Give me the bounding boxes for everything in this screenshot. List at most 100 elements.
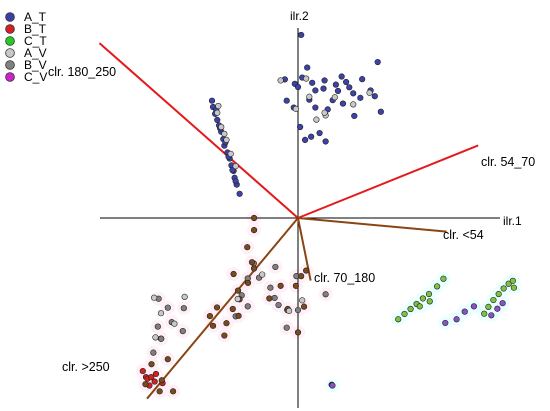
legend-marker-a-v	[5, 48, 15, 58]
loading-arrow-label-0: clr. 180_250	[48, 65, 116, 79]
point-a-t-34	[283, 97, 290, 104]
point-b-v-8	[179, 327, 186, 335]
point-a-t-5	[294, 83, 302, 91]
point-a-v-10	[350, 101, 357, 108]
legend-label-a-t: A_T	[24, 10, 47, 24]
point-b-v-6	[150, 349, 157, 356]
point-a-t-32	[297, 123, 304, 131]
point-b-v-12	[271, 294, 278, 302]
point-c-t-12	[500, 285, 507, 292]
point-brown-unlabelled--19	[292, 282, 299, 289]
legend-label-b-v: B_V	[24, 58, 47, 72]
axes: ilr.1 ilr.2	[100, 9, 522, 408]
y-axis-label: ilr.2	[290, 9, 309, 23]
point-c-v-0	[442, 319, 449, 327]
point-a-v-14	[292, 105, 299, 112]
point-brown-unlabelled--22	[298, 273, 305, 280]
point-c-v-3	[470, 303, 478, 310]
point-a-v-12	[303, 75, 310, 82]
point-brown-unlabelled--20	[294, 329, 302, 336]
data-points	[139, 31, 518, 395]
loading-arrow-4	[146, 217, 299, 400]
point-a-v-0	[214, 109, 221, 116]
point-a-v-25	[299, 297, 306, 304]
point-b-v-5	[180, 305, 187, 312]
point-brown-unlabelled--3	[248, 259, 256, 266]
point-a-v-16	[313, 116, 320, 123]
point-brown-unlabelled--4	[250, 265, 258, 272]
point-a-v-2	[223, 136, 230, 143]
point-c-t-1	[401, 310, 408, 318]
legend-marker-c-t	[5, 36, 15, 46]
point-a-t-30	[322, 138, 329, 145]
point-a-v-15	[277, 77, 284, 84]
point-a-v-6	[221, 130, 228, 137]
point-b-t-4	[152, 370, 160, 378]
point-a-t-38	[214, 116, 221, 124]
point-c-v-4	[494, 305, 501, 312]
point-brown-unlabelled--11	[223, 320, 230, 327]
legend-marker-a-t	[5, 12, 15, 22]
point-c-t-17	[426, 298, 433, 305]
point-a-v-24	[285, 307, 293, 314]
point-b-v-20	[244, 303, 251, 310]
point-c-t-0	[395, 316, 402, 323]
point-brown-unlabelled--16	[266, 295, 273, 302]
point-b-v-15	[294, 306, 302, 314]
point-c-v-1	[453, 316, 460, 323]
point-brown-unlabelled--26	[164, 356, 171, 363]
loading-arrow-label-1: clr. 54_70	[481, 155, 535, 169]
point-c-t-5	[425, 290, 433, 298]
point-a-v-11	[366, 89, 373, 96]
point-b-v-21	[322, 291, 329, 298]
point-a-v-19	[171, 320, 178, 327]
point-a-v-4	[232, 163, 239, 170]
point-a-t-20	[374, 58, 381, 66]
point-a-t-28	[302, 136, 309, 143]
loading-arrow-2	[297, 217, 447, 233]
point-brown-unlabelled--27	[169, 388, 177, 395]
point-c-t-11	[495, 290, 502, 298]
point-brown-unlabelled--17	[277, 282, 284, 289]
point-a-t-31	[316, 129, 323, 137]
point-brown-unlabelled--12	[221, 332, 228, 339]
point-brown-unlabelled--24	[158, 377, 165, 384]
point-a-t-23	[339, 100, 347, 107]
legend: A_TB_TC_TA_VB_VC_V	[5, 10, 47, 84]
legend-label-b-t: B_T	[24, 22, 47, 36]
legend-label-c-t: C_T	[24, 34, 47, 48]
point-a-t-15	[350, 90, 357, 97]
legend-label-a-v: A_V	[24, 46, 47, 60]
point-c-t-13	[505, 280, 512, 287]
point-a-v-23	[259, 271, 266, 278]
point-brown-unlabelled--28	[148, 361, 155, 368]
point-b-v-7	[158, 335, 165, 342]
point-c-t-2	[407, 305, 414, 313]
point-a-v-1	[218, 123, 225, 131]
loading-arrow-label-2: clr. <54	[443, 228, 484, 242]
point-a-t-0	[298, 31, 305, 39]
point-c-v-5	[499, 300, 506, 307]
point-c-t-9	[485, 303, 492, 310]
point-c-t-7	[440, 275, 447, 282]
point-b-v-1	[164, 304, 171, 311]
point-brown-unlabelled--5	[244, 279, 252, 287]
point-a-v-22	[234, 295, 241, 303]
point-a-t-9	[321, 77, 328, 84]
point-b-v-23	[272, 263, 279, 271]
point-c-v-7	[329, 382, 336, 389]
point-a-t-11	[334, 87, 342, 95]
point-brown-unlabelled--9	[229, 305, 236, 313]
legend-marker-c-v	[5, 72, 15, 82]
point-a-v-5	[215, 102, 222, 110]
point-c-t-16	[416, 303, 423, 310]
point-c-t-14	[509, 277, 516, 284]
point-brown-unlabelled--1	[250, 226, 258, 234]
point-a-t-8	[320, 85, 327, 92]
point-a-v-18	[157, 310, 165, 317]
loading-arrow-label-4: clr. >250	[62, 360, 110, 374]
loading-arrow-1	[297, 144, 479, 219]
point-a-t-26	[312, 104, 319, 111]
point-a-t-16	[357, 94, 364, 101]
